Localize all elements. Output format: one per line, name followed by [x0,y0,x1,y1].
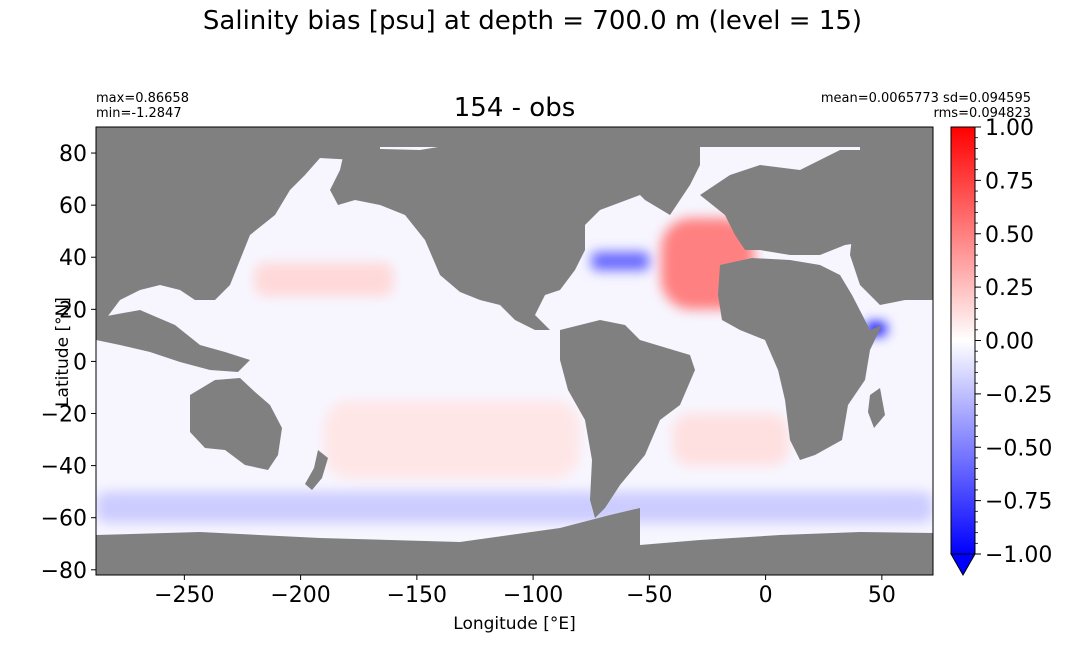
colorbar-tick-label: 0.00 [985,330,1034,355]
stat-max: max=0.86658 [96,91,189,106]
y-axis: −80 −60 −40 −20 0 20 40 60 80 [41,142,96,584]
colorbar-tick-label: −1.00 [985,543,1052,568]
y-tick-label: 60 [59,194,87,219]
colorbar-tick-label: −0.50 [985,436,1052,461]
y-tick-label: 0 [73,350,87,375]
bias-patch-3 [254,262,394,297]
colorbar: 1.00 0.75 0.50 0.25 0.00 −0.25 −0.50 −0.75 −1.00 [950,116,1052,577]
bias-patch-6 [672,413,789,466]
plot-frame [95,126,934,576]
figure-title: Salinity bias [psu] at depth = 700.0 m (… [202,6,863,36]
land-north-asia [96,127,380,330]
y-tick-label: −60 [41,507,87,532]
land-maritime-continent [96,310,250,372]
colorbar-tick-label: −0.25 [985,383,1052,408]
colorbar-tick-label: −0.75 [985,490,1052,515]
land-mask [96,127,933,575]
x-tick-label: −50 [626,583,672,608]
y-tick-label: −80 [41,559,87,584]
bias-patch-4 [96,491,933,523]
colorbar-extend-arrow [950,553,976,577]
stat-min: min=-1.2847 [96,106,182,121]
y-tick-label: 80 [59,142,87,167]
land-south-america [560,320,695,518]
x-tick-label: 0 [759,583,773,608]
colorbar-tick-label: 0.50 [985,223,1034,248]
x-axis-label: Longitude [°E] [453,614,576,634]
x-tick-label: −200 [270,583,330,608]
land-new-zealand [305,450,328,490]
stat-mean-sd: mean=0.0065773 sd=0.094595 [820,91,1031,106]
land-antarctica [96,508,933,575]
y-tick-label: 20 [59,298,87,323]
colorbar-tick-label: 0.25 [985,276,1034,301]
land-australia [190,378,282,470]
y-tick-label: −40 [41,455,87,480]
land-africa [718,258,882,460]
land-north-america [330,140,640,330]
land-europe [700,150,880,255]
land-arctic [96,127,933,147]
colorbar-tick-label: 1.00 [985,116,1034,141]
x-axis: −250 −200 −150 −100 −50 0 50 [154,575,896,608]
land-madagascar [868,388,885,428]
colorbar-ticks: 1.00 0.75 0.50 0.25 0.00 −0.25 −0.50 −0.75 −1.00 [975,116,1052,568]
colorbar-gradient [951,127,975,554]
x-tick-label: −150 [387,583,447,608]
map-area [96,127,933,575]
stat-rms: rms=0.094823 [933,106,1031,121]
x-tick-label: −250 [154,583,214,608]
y-tick-label: −20 [41,403,87,428]
colorbar-tick-label: 0.75 [985,169,1034,194]
x-tick-label: −100 [503,583,563,608]
land-greenland [590,140,700,215]
bias-field [96,218,933,523]
x-tick-label: 50 [868,583,896,608]
axes-title: 154 - obs [453,93,576,123]
stats-left: max=0.86658 min=-1.2847 [96,91,189,121]
bias-patch-1 [591,252,650,271]
y-tick-label: 40 [59,246,87,271]
stats-right: mean=0.0065773 sd=0.094595 rms=0.094823 [821,91,1031,121]
bias-patch-5 [323,400,580,479]
